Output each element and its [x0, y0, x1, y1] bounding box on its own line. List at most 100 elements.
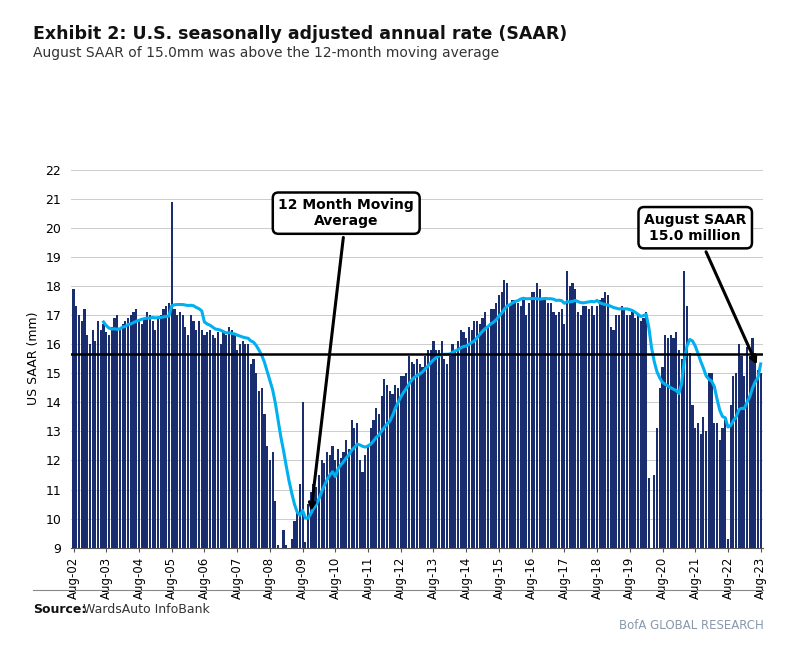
Bar: [258, 391, 260, 652]
Bar: [681, 359, 682, 652]
Bar: [116, 315, 118, 652]
Bar: [512, 301, 514, 652]
Bar: [353, 428, 356, 652]
Bar: [484, 312, 486, 652]
Bar: [722, 428, 723, 652]
Bar: [547, 303, 549, 652]
Text: WardsAuto InfoBank: WardsAuto InfoBank: [83, 603, 209, 616]
Bar: [78, 315, 80, 652]
Bar: [424, 356, 427, 652]
Bar: [441, 341, 443, 652]
Bar: [127, 318, 129, 652]
Bar: [648, 478, 650, 652]
Bar: [157, 318, 159, 652]
Bar: [555, 315, 557, 652]
Bar: [411, 361, 412, 652]
Bar: [640, 321, 641, 652]
Bar: [113, 318, 116, 652]
Bar: [748, 356, 751, 652]
Bar: [618, 315, 620, 652]
Bar: [375, 408, 377, 652]
Bar: [422, 367, 423, 652]
Bar: [305, 542, 306, 652]
Bar: [236, 350, 238, 652]
Bar: [193, 321, 194, 652]
Bar: [702, 417, 704, 652]
Bar: [154, 329, 157, 652]
Bar: [612, 329, 615, 652]
Bar: [296, 510, 298, 652]
Bar: [501, 291, 503, 652]
Bar: [476, 321, 478, 652]
Bar: [514, 301, 516, 652]
Bar: [86, 335, 88, 652]
Bar: [320, 460, 323, 652]
Bar: [460, 329, 462, 652]
Bar: [443, 359, 445, 652]
Bar: [76, 306, 77, 652]
Bar: [195, 329, 198, 652]
Bar: [173, 309, 176, 652]
Bar: [225, 335, 227, 652]
Bar: [350, 420, 353, 652]
Bar: [105, 333, 107, 652]
Bar: [741, 356, 743, 652]
Bar: [182, 315, 183, 652]
Bar: [503, 280, 505, 652]
Bar: [645, 312, 647, 652]
Bar: [244, 344, 246, 652]
Bar: [675, 333, 678, 652]
Bar: [285, 545, 287, 652]
Bar: [465, 338, 467, 652]
Bar: [255, 373, 257, 652]
Bar: [372, 420, 375, 652]
Bar: [552, 312, 555, 652]
Bar: [544, 297, 546, 652]
Bar: [141, 323, 142, 652]
Text: BofA GLOBAL RESEARCH: BofA GLOBAL RESEARCH: [619, 619, 763, 632]
Bar: [737, 344, 740, 652]
Bar: [72, 289, 75, 652]
Bar: [653, 475, 656, 652]
Bar: [340, 458, 342, 652]
Bar: [80, 321, 83, 652]
Bar: [329, 454, 331, 652]
Bar: [274, 501, 276, 652]
Bar: [528, 303, 530, 652]
Bar: [482, 318, 484, 652]
Bar: [689, 353, 691, 652]
Bar: [601, 297, 604, 652]
Bar: [449, 356, 451, 652]
Bar: [165, 306, 168, 652]
Bar: [623, 309, 626, 652]
Bar: [615, 315, 617, 652]
Bar: [318, 475, 320, 652]
Bar: [367, 446, 369, 652]
Bar: [534, 291, 535, 652]
Bar: [283, 530, 285, 652]
Bar: [752, 338, 754, 652]
Bar: [430, 350, 432, 652]
Bar: [683, 271, 685, 652]
Bar: [342, 452, 345, 652]
Bar: [138, 321, 140, 652]
Bar: [168, 303, 170, 652]
Bar: [735, 373, 737, 652]
Bar: [288, 548, 290, 652]
Bar: [121, 323, 124, 652]
Bar: [506, 283, 508, 652]
Bar: [345, 440, 347, 652]
Bar: [746, 347, 748, 652]
Bar: [190, 315, 192, 652]
Bar: [149, 315, 151, 652]
Bar: [719, 440, 721, 652]
Bar: [569, 286, 571, 652]
Bar: [754, 353, 756, 652]
Bar: [272, 452, 274, 652]
Bar: [670, 335, 672, 652]
Bar: [607, 295, 609, 652]
Bar: [111, 327, 113, 652]
Bar: [201, 329, 203, 652]
Bar: [593, 315, 596, 652]
Bar: [446, 364, 448, 652]
